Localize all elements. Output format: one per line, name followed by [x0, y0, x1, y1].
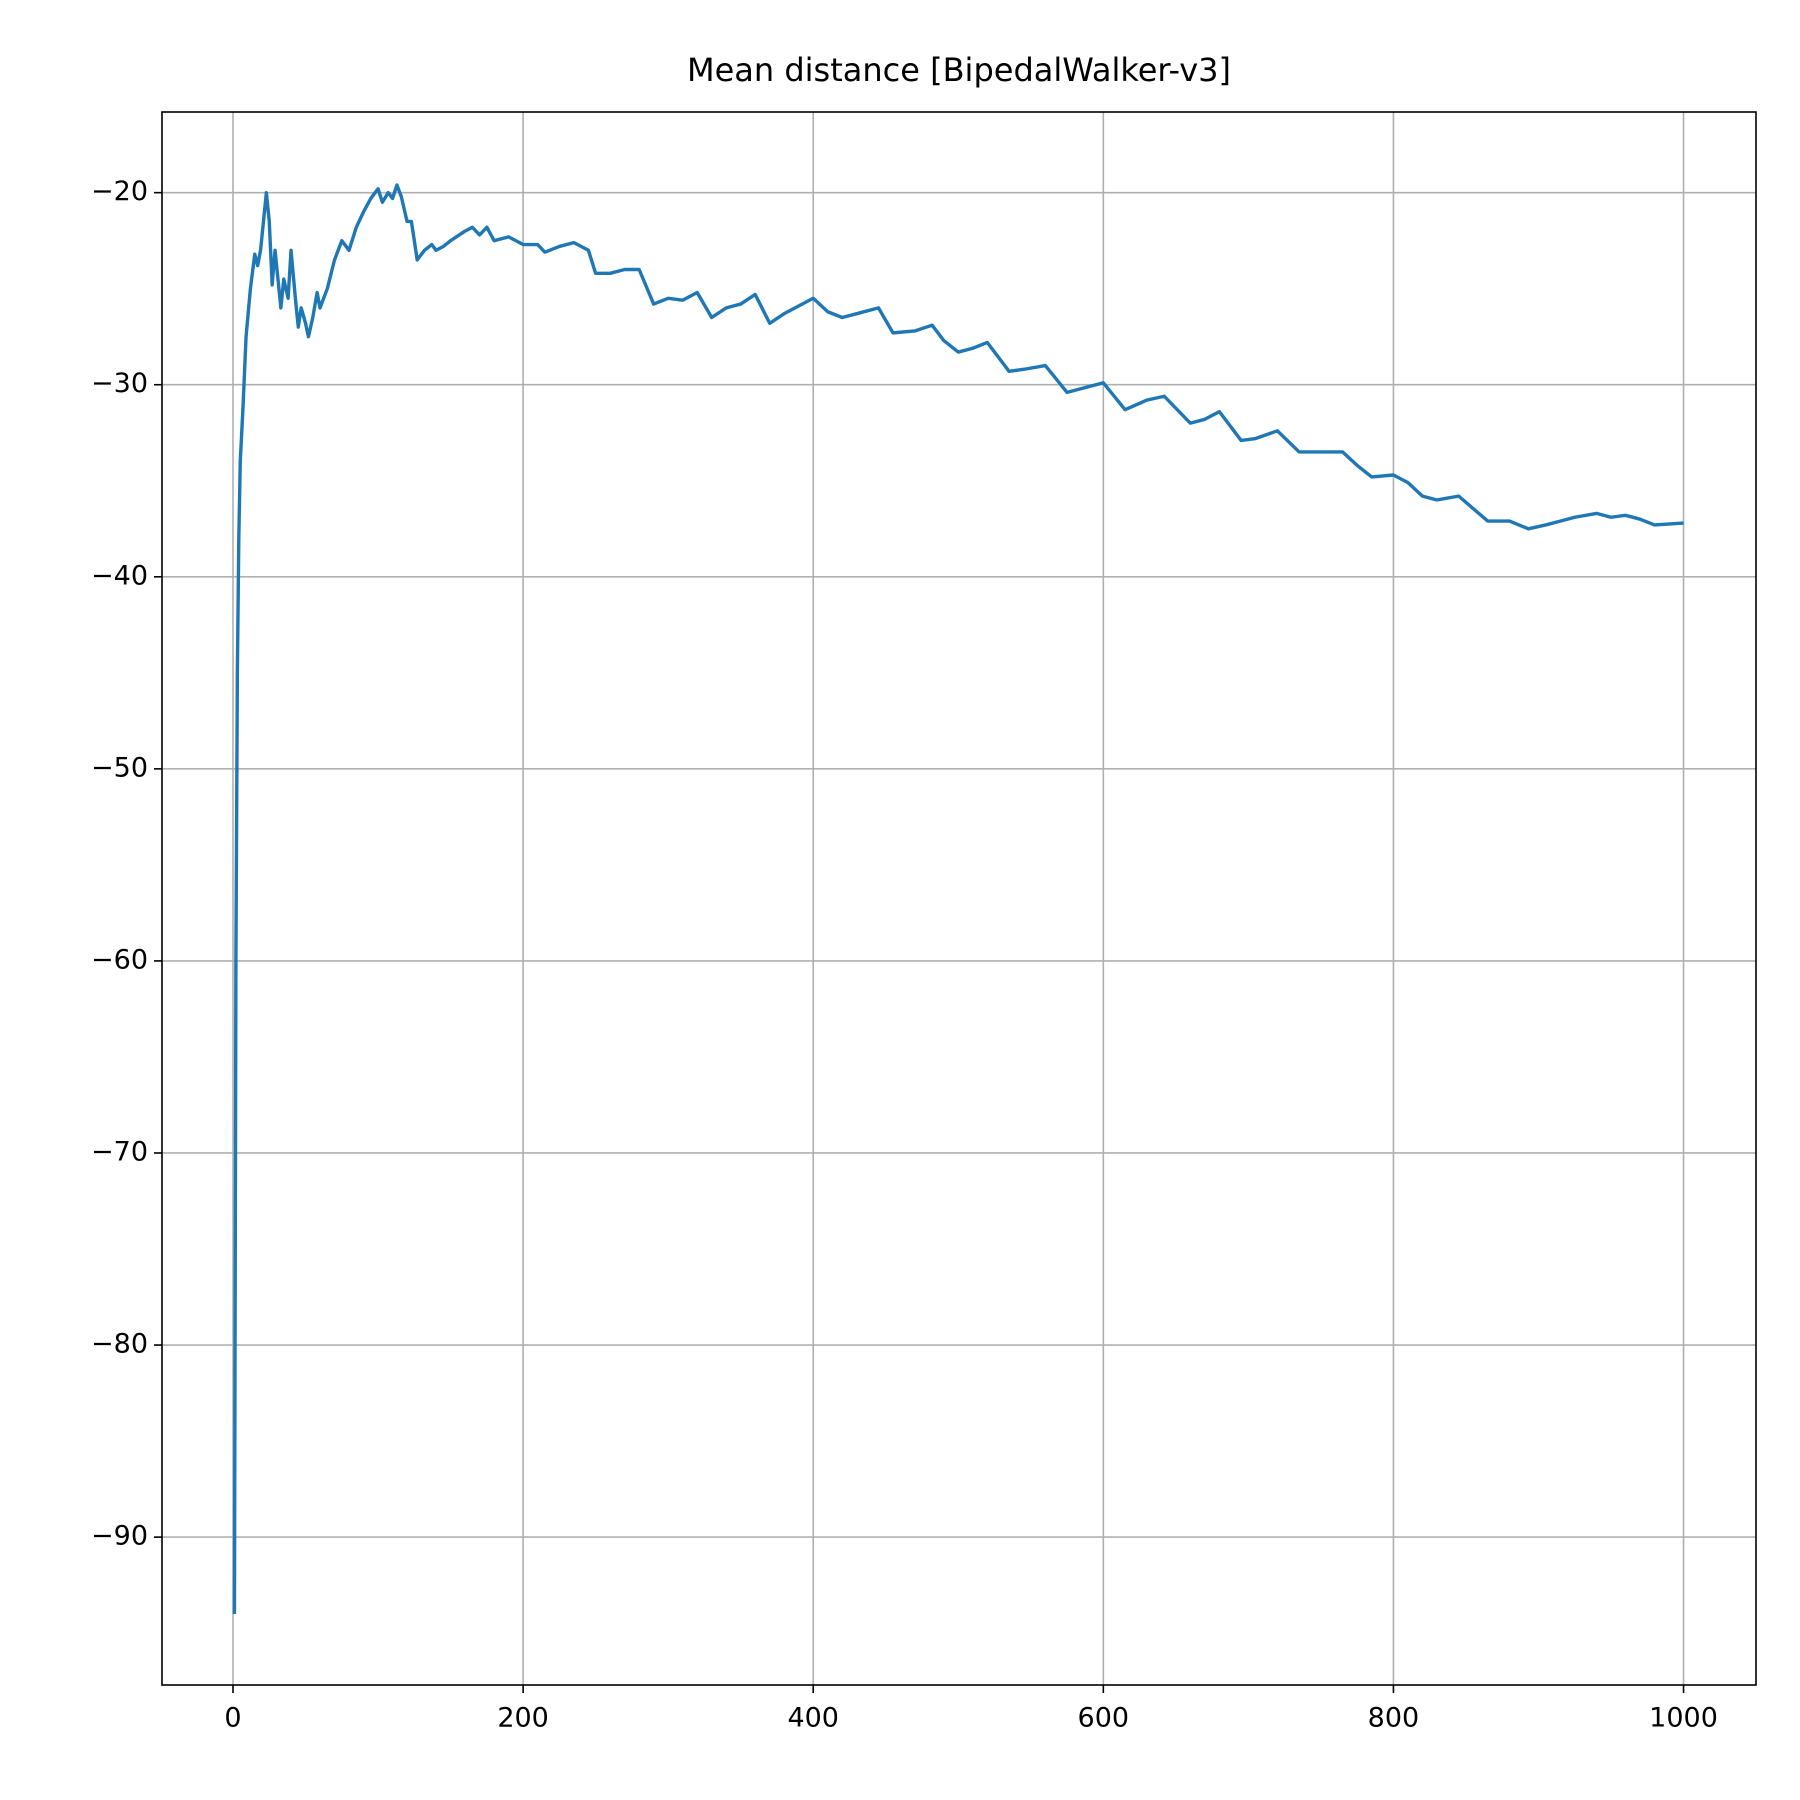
- data-line: [232, 183, 1684, 1614]
- x-tick-label: 1000: [1649, 1703, 1718, 1734]
- x-tick-label: 200: [497, 1703, 549, 1734]
- x-tick-label: 800: [1368, 1703, 1420, 1734]
- y-tick-label: −30: [91, 368, 148, 399]
- y-tick-label: −80: [91, 1329, 148, 1360]
- y-tick-label: −50: [91, 752, 148, 783]
- chart-title: Mean distance [BipedalWalker-v3]: [687, 51, 1231, 89]
- y-tick-label: −40: [91, 560, 148, 591]
- y-tick-label: −70: [91, 1136, 148, 1167]
- x-tick-label: 600: [1078, 1703, 1130, 1734]
- x-tick-label: 0: [224, 1703, 241, 1734]
- y-tick-label: −60: [91, 944, 148, 975]
- y-tick-label: −20: [91, 176, 148, 207]
- y-tick-label: −90: [91, 1521, 148, 1552]
- plot-frame: [161, 111, 1757, 1686]
- x-tick-label: 400: [787, 1703, 839, 1734]
